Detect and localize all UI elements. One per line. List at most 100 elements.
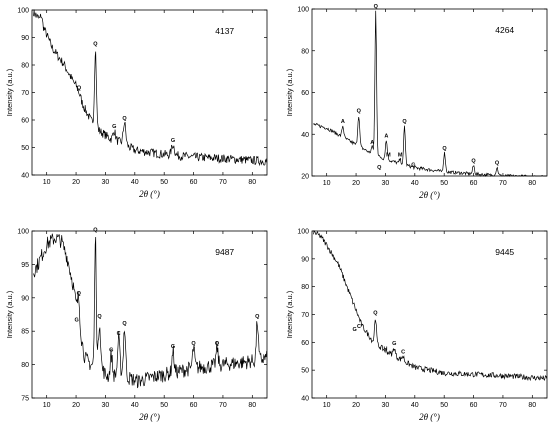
peak-label: Q <box>93 227 98 233</box>
y-tick-label: 40 <box>301 132 309 139</box>
x-tick-label: 70 <box>499 402 507 409</box>
x-tick-label: 10 <box>43 402 51 409</box>
x-tick-label: 80 <box>248 179 256 186</box>
y-axis-label: Intensity (a.u.) <box>5 68 14 116</box>
peak-label: C <box>117 331 121 337</box>
peak-label: Q <box>471 159 476 165</box>
peak-label: Q <box>255 314 260 320</box>
x-tick-label: 70 <box>219 179 227 186</box>
y-tick-label: 85 <box>21 329 29 336</box>
peak-label: Q <box>77 291 82 297</box>
peak-label: Q <box>97 314 102 320</box>
peak-label: Q <box>373 310 378 316</box>
x-tick-label: 50 <box>440 402 448 409</box>
y-axis-label: Intensity (a.u.) <box>285 290 294 338</box>
peak-label: C <box>401 349 405 355</box>
x-tick-label: 10 <box>323 180 331 187</box>
x-tick-label: 20 <box>72 179 80 186</box>
sample-id-label: 4137 <box>215 26 234 36</box>
peak-label: A <box>370 140 374 146</box>
peak-label: M <box>398 152 403 158</box>
y-tick-label: 40 <box>21 173 29 180</box>
y-tick-label: 100 <box>297 229 309 236</box>
x-tick-label: 30 <box>382 402 390 409</box>
panel-4264: 10 20 30 40 50 60 70 80 20 40 60 80 100 Intensity (a.… <box>285 4 548 200</box>
x-tick-label: 20 <box>72 402 80 409</box>
y-axis-label: Intensity (a.u.) <box>5 290 14 338</box>
y-axis-label: Intensity (a.u.) <box>285 68 294 116</box>
y-tick-label: 60 <box>301 90 309 97</box>
y-tick-label: 70 <box>301 312 309 319</box>
panel-9445: 10 20 30 40 50 60 70 80 40 50 60 70 80 90 100 Intensity… <box>285 229 548 422</box>
peak-label: G <box>171 138 175 144</box>
y-tick-label: 70 <box>21 90 29 97</box>
x-tick-label: 40 <box>131 402 139 409</box>
x-tick-label: 80 <box>528 180 536 187</box>
y-tick-label: 80 <box>301 284 309 291</box>
y-tick-label: 40 <box>301 396 309 403</box>
peak-label: Q <box>374 4 379 10</box>
x-tick-label: 60 <box>190 402 198 409</box>
y-tick-label: 95 <box>21 262 29 269</box>
y-tick-label: 100 <box>297 7 309 14</box>
x-tick-label: 10 <box>323 402 331 409</box>
y-tick-label: 50 <box>21 145 29 152</box>
peak-label: G <box>171 344 175 350</box>
peak-label: G <box>109 348 113 354</box>
x-tick-label: 20 <box>352 180 360 187</box>
peak-label: Q <box>402 119 407 125</box>
plot-frame <box>31 230 268 399</box>
peak-label: C <box>357 324 361 330</box>
x-axis-label: 2θ (°) <box>419 190 440 200</box>
x-tick-label: 80 <box>248 402 256 409</box>
xrd-pattern-line <box>33 233 268 389</box>
peak-label: Q <box>122 116 127 122</box>
x-tick-label: 20 <box>352 402 360 409</box>
x-tick-label: 30 <box>102 179 110 186</box>
x-tick-label: 80 <box>528 402 536 409</box>
x-axis-label: 2θ (°) <box>139 189 160 199</box>
peak-label: Q <box>377 165 382 171</box>
peak-label: Q <box>442 146 447 152</box>
peak-label: G <box>392 341 396 347</box>
peak-label: Q <box>77 86 82 92</box>
peak-label: A <box>341 119 345 125</box>
peak-label: Q <box>122 321 127 327</box>
peak-label: A <box>384 134 388 140</box>
x-tick-label: 40 <box>411 402 419 409</box>
xrd-pattern-line <box>313 230 548 382</box>
y-tick-label: 80 <box>21 63 29 70</box>
y-tick-label: 75 <box>21 396 29 403</box>
peak-label: M <box>386 152 391 158</box>
y-tick-label: 90 <box>21 295 29 302</box>
peak-label: Q <box>93 42 98 48</box>
y-tick-label: 90 <box>301 256 309 263</box>
sample-id-label: 9445 <box>495 247 514 257</box>
x-tick-label: 10 <box>43 179 51 186</box>
panel-4137: 10 20 30 40 50 60 70 80 40 50 60 70 80 90 100 Intensity… <box>5 8 268 199</box>
x-tick-label: 50 <box>160 179 168 186</box>
x-tick-label: 70 <box>499 180 507 187</box>
panel-9487: 10 20 30 40 50 60 70 80 75 80 85 90 95 100 Intensity (… <box>5 227 268 422</box>
peak-label: Q <box>191 341 196 347</box>
x-tick-label: 40 <box>411 180 419 187</box>
y-tick-label: 90 <box>21 35 29 42</box>
x-tick-label: 50 <box>160 402 168 409</box>
peak-label: G <box>75 318 79 324</box>
y-tick-label: 100 <box>17 229 29 236</box>
xrd-pattern-line <box>33 9 268 167</box>
x-axis-label: 2θ (°) <box>139 412 160 422</box>
x-tick-label: 60 <box>190 179 198 186</box>
y-tick-label: 60 <box>21 118 29 125</box>
peak-label: G <box>112 124 116 130</box>
y-tick-label: 80 <box>21 362 29 369</box>
y-tick-label: 100 <box>17 8 29 15</box>
sample-id-label: 9487 <box>215 247 234 257</box>
peak-label: Q <box>215 341 220 347</box>
y-tick-label: 50 <box>301 368 309 375</box>
x-tick-label: 60 <box>470 402 478 409</box>
x-tick-label: 70 <box>219 402 227 409</box>
peak-label: Q <box>357 108 362 114</box>
y-tick-label: 20 <box>301 174 309 181</box>
